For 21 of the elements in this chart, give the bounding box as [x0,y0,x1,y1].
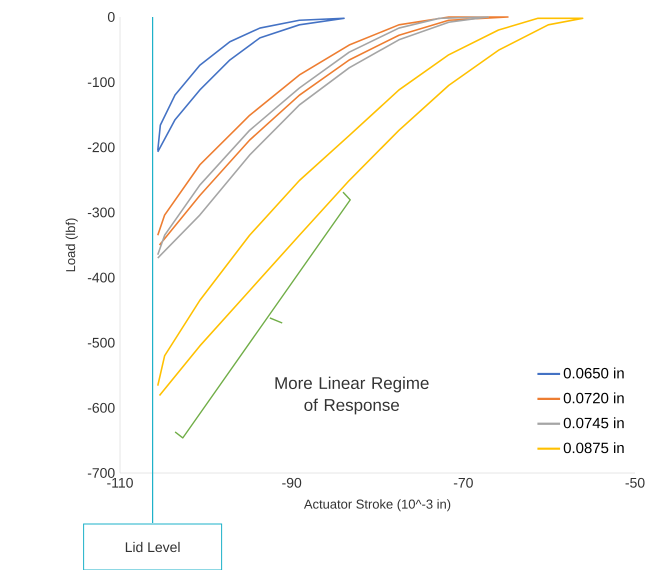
x-axis-title: Actuator Stroke (10^-3 in) [304,499,450,512]
y-tick-label: -200 [88,142,115,152]
x-tick-label: -70 [454,478,473,488]
x-tick-label: -90 [282,478,302,488]
y-tick-label: -600 [88,402,115,413]
y-tick-label: 0 [108,12,115,22]
y-axis-title: Load (lbf) [66,218,78,272]
legend-label: 0.0745 in [564,417,624,428]
legend-label: 0.0875 in [564,442,624,454]
y-tick-label: -700 [88,468,115,478]
ref-line-label: Lid Level [126,542,180,552]
x-tick-label: -50 [626,478,645,488]
legend-label: 0.0720 in [564,392,624,404]
y-tick-label: -300 [88,207,115,218]
x-tick-label: -110 [107,478,133,488]
y-tick-label: -500 [88,338,115,348]
legend-label: 0.0650 in [564,368,624,378]
annotation: More Linear Regime of Response [275,376,429,414]
y-tick-label: -100 [88,77,115,88]
line-series [156,17,345,153]
y-tick-label: -400 [88,272,115,283]
